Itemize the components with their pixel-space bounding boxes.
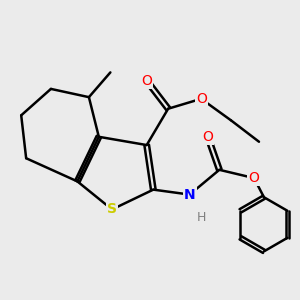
Text: N: N bbox=[184, 188, 195, 202]
Text: O: O bbox=[249, 171, 260, 185]
Text: S: S bbox=[107, 202, 117, 216]
Text: O: O bbox=[196, 92, 207, 106]
Text: H: H bbox=[196, 211, 206, 224]
Text: O: O bbox=[202, 130, 213, 144]
Text: O: O bbox=[141, 74, 152, 88]
